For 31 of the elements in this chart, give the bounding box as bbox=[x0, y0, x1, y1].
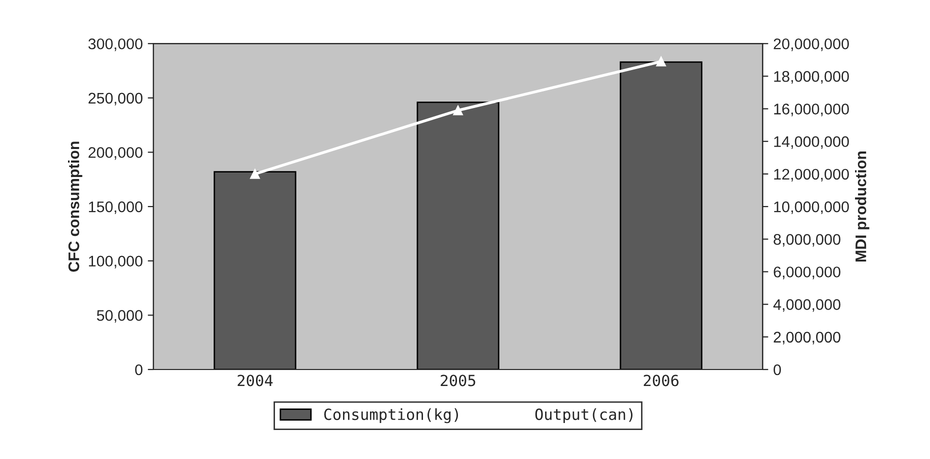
y2-tick-label: 20,000,000 bbox=[774, 38, 849, 52]
text: Output(can) bbox=[535, 408, 632, 424]
y-tick-label: 100,000 bbox=[88, 256, 142, 268]
y-tick-label: 200,000 bbox=[88, 147, 142, 160]
y-axis-title: CFC consumption bbox=[68, 142, 82, 272]
y2-tick-label: 8,000,000 bbox=[774, 234, 840, 247]
y-tick-label: 300,000 bbox=[88, 38, 142, 52]
point bbox=[656, 56, 666, 66]
y2-tick-label: 18,000,000 bbox=[774, 71, 849, 84]
y2-tick-label: 2,000,000 bbox=[774, 332, 840, 344]
y-tick-label: 250,000 bbox=[88, 92, 142, 106]
bar bbox=[620, 61, 702, 370]
legend-label: Consumption(kg) bbox=[324, 408, 458, 424]
y2-tick-label: 0 bbox=[774, 364, 781, 376]
y-tick-label: 50,000 bbox=[96, 310, 142, 323]
y2-tick-label: 6,000,000 bbox=[774, 266, 840, 280]
point bbox=[453, 106, 463, 116]
y2-tick-label: 14,000,000 bbox=[774, 136, 849, 149]
y2-tick-label: 12,000,000 bbox=[774, 168, 849, 182]
bar bbox=[416, 102, 500, 370]
y-tick-label: 0 bbox=[135, 364, 142, 376]
point bbox=[250, 169, 260, 179]
x-tick-label: 2005 bbox=[440, 374, 476, 386]
bar bbox=[214, 171, 296, 370]
y-tick-label: 150,000 bbox=[88, 201, 142, 214]
y2-tick-label: 4,000,000 bbox=[773, 299, 840, 312]
y2-tick-label: 10,000,000 bbox=[774, 201, 849, 214]
x-tick-label: 2004 bbox=[238, 374, 273, 386]
y2-tick-label: 16,000,000 bbox=[774, 104, 849, 116]
y2-axis-title: MDI production bbox=[855, 151, 870, 262]
x-tick-label: 2006 bbox=[644, 374, 678, 386]
